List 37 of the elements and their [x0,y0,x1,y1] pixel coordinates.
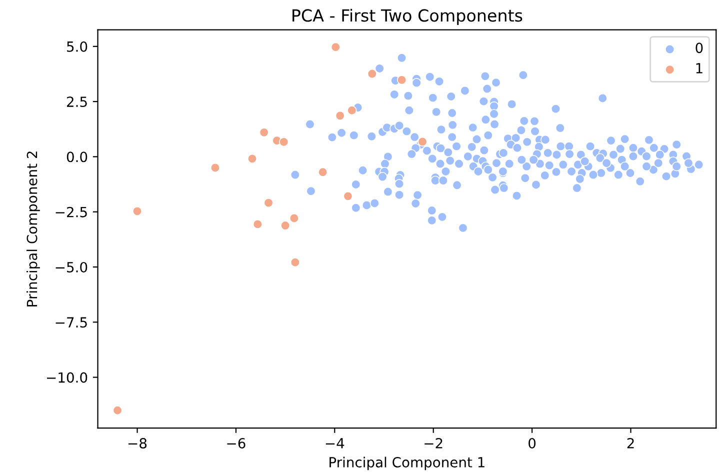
x-tick-label: −4 [326,438,344,448]
point [318,167,328,177]
y-tick-label: 5.0 [67,41,88,52]
legend-label: 1 [696,63,702,74]
point [279,137,289,147]
y-tick-label: 2.5 [66,96,87,108]
point [335,110,345,120]
point [289,213,300,224]
legend-label: 0 [696,42,703,54]
x-tick-label: −8 [128,438,147,448]
x-tick-label: 2 [627,438,634,448]
x-tick-label: −2 [424,438,442,448]
y-axis-title: Principal Component 2 [26,152,40,306]
chart-title: PCA - First Two Components [292,8,522,25]
point [259,128,269,138]
point [418,136,428,147]
y-tick-label: −10.0 [46,372,88,383]
x-tick-label: −6 [227,438,246,448]
point [347,106,357,116]
point [280,220,290,230]
point [343,191,353,201]
point [367,68,377,79]
point [264,198,274,208]
y-tick-label: 0.0 [66,152,88,162]
point [112,406,122,416]
x-axis-title: Principal Component 1 [330,456,484,470]
y-tick-label: −5.0 [56,262,88,272]
point [252,219,262,230]
point [210,162,220,173]
point [247,154,258,164]
x-tick-label: 0 [528,438,536,448]
point [132,206,142,216]
y-tick-label: −7.5 [56,317,87,328]
point [396,75,407,85]
point [290,258,300,268]
y-tick-label: −2.5 [56,206,87,218]
point [330,42,340,52]
